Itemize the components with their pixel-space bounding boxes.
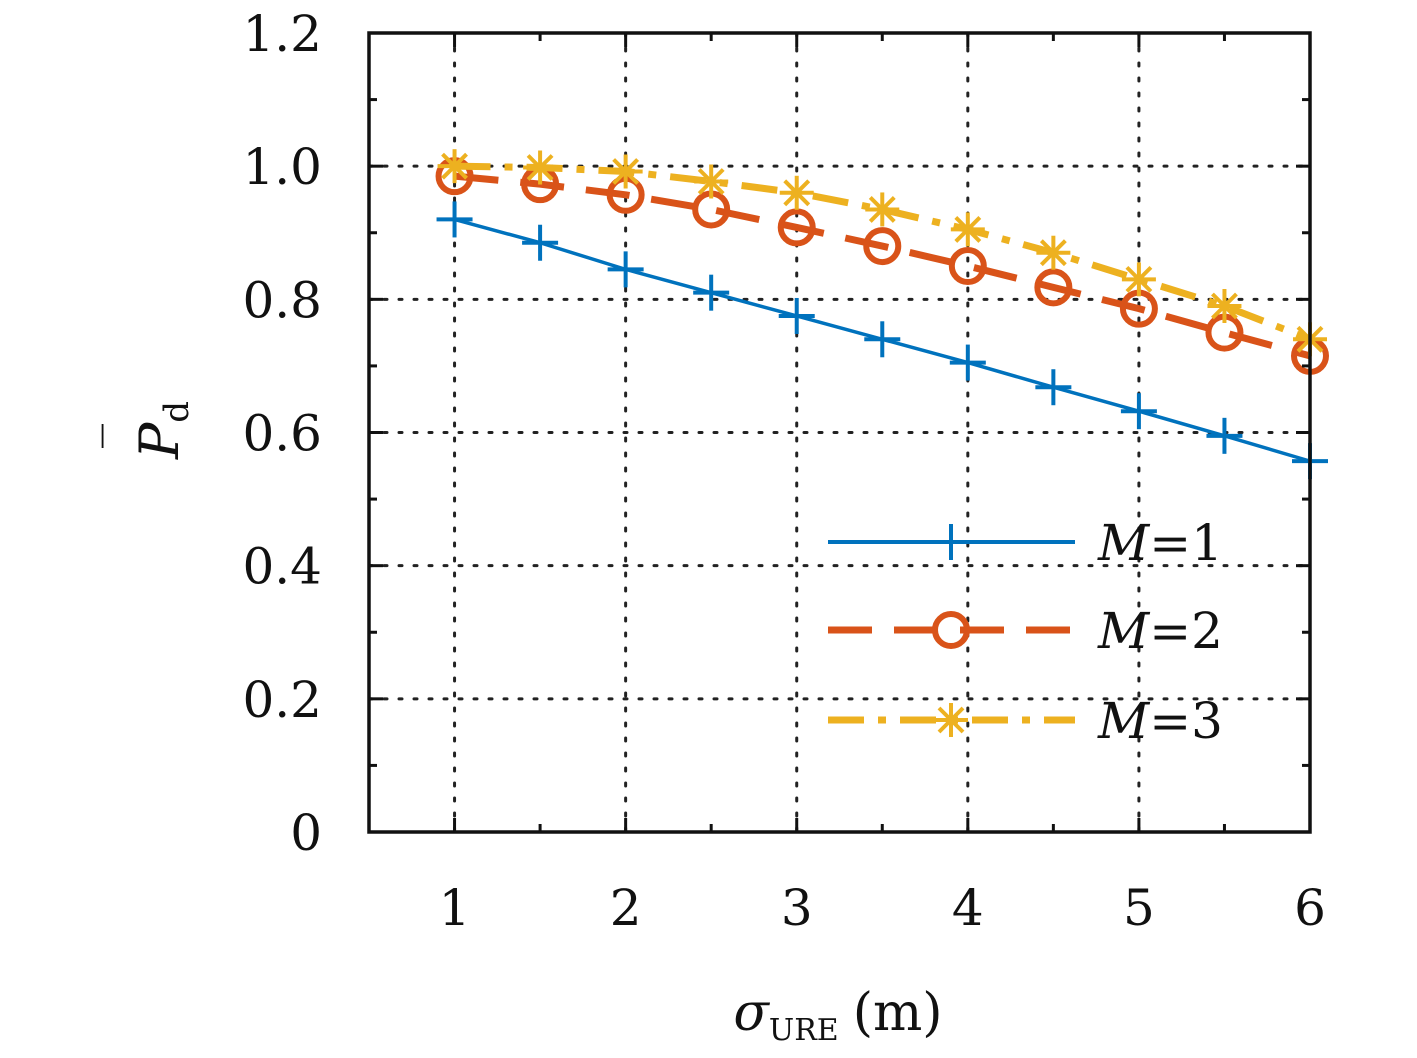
marker-asterisk	[950, 212, 985, 247]
marker-plus	[522, 224, 559, 261]
marker-asterisk	[523, 150, 558, 185]
svg-text:Pd: Pd	[128, 401, 197, 460]
marker-asterisk	[779, 175, 814, 210]
marker-circle	[948, 247, 987, 286]
marker-circle	[777, 208, 816, 247]
y-tick-label: 0	[290, 804, 322, 862]
y-tick-label: 0.6	[242, 405, 322, 463]
marker-asterisk	[437, 149, 472, 184]
marker-plus	[1035, 369, 1072, 406]
legend-entry: M=2	[828, 602, 1223, 660]
x-tick-labels: 1 2 3 4 5 6	[439, 879, 1326, 937]
marker-asterisk	[934, 703, 968, 737]
x-tick-label: 4	[952, 879, 984, 937]
marker-plus	[864, 321, 901, 358]
legend-label-m3: M=3	[1097, 692, 1223, 750]
legend-marker-circle	[932, 611, 970, 649]
x-axis-label-subscript: URE	[769, 1013, 839, 1048]
y-axis-label-symbol: P	[128, 421, 191, 460]
series-line	[454, 172, 1311, 360]
marker-plus	[949, 344, 986, 381]
marker-plus	[933, 524, 969, 560]
marker-asterisk	[1121, 262, 1156, 297]
marker-plus	[778, 297, 815, 334]
series-line	[454, 162, 1312, 343]
x-axis-label-unit: (m)	[853, 983, 943, 1043]
marker-asterisk	[608, 154, 643, 189]
marker-plus	[607, 251, 644, 288]
x-tick-label: 6	[1294, 879, 1326, 937]
legend-marker-asterisk	[934, 703, 968, 737]
legend-marker-plus	[933, 524, 969, 560]
marker-plus	[1206, 417, 1243, 454]
marker-plus	[1120, 393, 1157, 430]
legend-label-m2: M=2	[1097, 602, 1223, 660]
axis-ticks	[367, 31, 1312, 834]
legend-entry: M=3	[828, 692, 1223, 750]
x-tick-label: 3	[781, 879, 813, 937]
marker-plus	[693, 274, 730, 311]
x-axis-label: σURE (m)	[733, 983, 942, 1048]
marker-circle	[863, 227, 902, 266]
series-layer	[435, 149, 1329, 480]
marker-asterisk	[1036, 235, 1071, 270]
marker-circle	[932, 611, 970, 649]
y-tick-label: 0.4	[242, 538, 322, 596]
x-tick-label: 2	[610, 879, 642, 937]
x-tick-label: 5	[1123, 879, 1155, 937]
y-tick-labels: 0 0.2 0.4 0.6 0.8 1.0 1.2	[242, 5, 322, 862]
y-tick-label: 1.0	[242, 138, 322, 196]
y-axis-label-bar: ‾	[94, 424, 150, 448]
legend-entry: M=1	[828, 514, 1223, 572]
marker-circle	[1034, 268, 1073, 307]
x-tick-label: 1	[439, 879, 471, 937]
y-tick-label: 1.2	[242, 5, 322, 63]
x-axis-label-symbol: σ	[733, 983, 770, 1043]
y-tick-label: 0.8	[242, 271, 322, 329]
marker-asterisk	[694, 164, 729, 199]
legend: M=1 M=2 M=3	[828, 514, 1223, 750]
marker-asterisk	[865, 192, 900, 227]
legend-label-m1: M=1	[1097, 514, 1223, 572]
marker-plus	[436, 201, 473, 238]
y-axis-label: Pd ‾	[94, 401, 197, 460]
marker-asterisk	[1207, 288, 1242, 323]
y-axis-label-subscript: d	[157, 401, 197, 423]
y-tick-label: 0.2	[242, 671, 322, 729]
